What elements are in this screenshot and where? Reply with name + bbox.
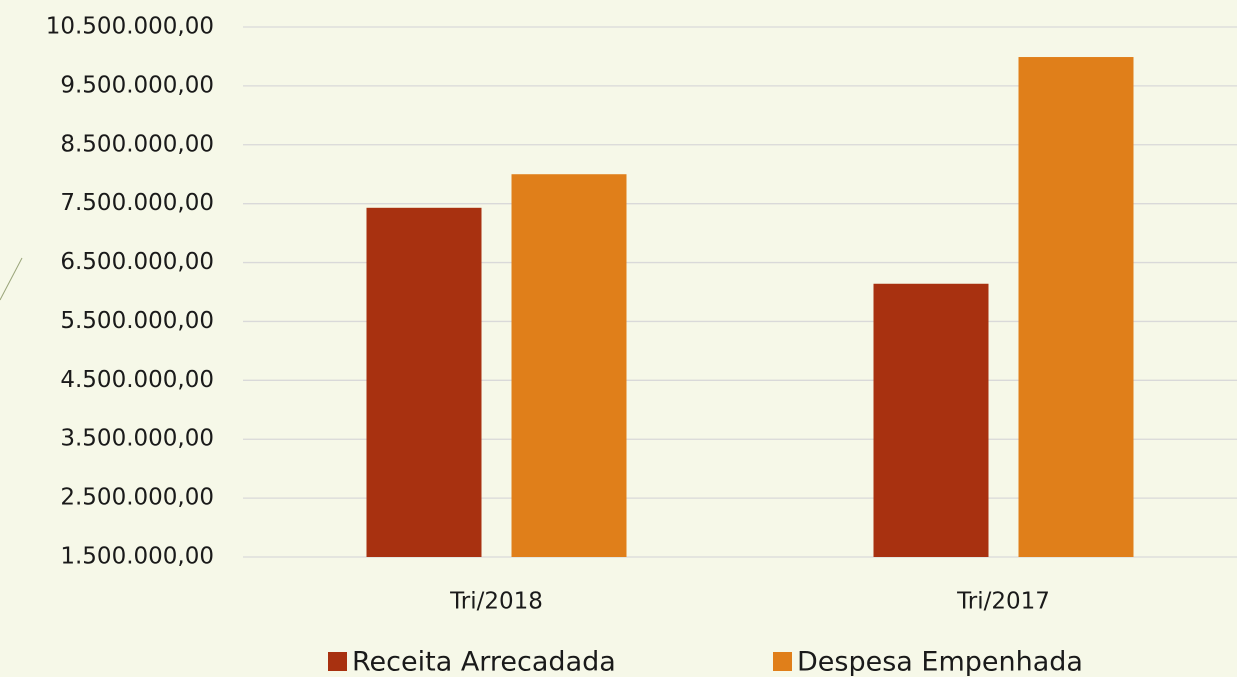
y-tick-label: 2.500.000,00	[60, 485, 214, 511]
legend-label: Despesa Empenhada	[797, 647, 1083, 677]
y-tick-label: 4.500.000,00	[60, 367, 214, 393]
y-tick-label: 3.500.000,00	[60, 426, 214, 452]
bar	[511, 174, 627, 557]
bar	[366, 207, 482, 558]
legend-swatch	[773, 652, 792, 671]
y-tick-label: 1.500.000,00	[60, 544, 214, 570]
x-tick-label: Tri/2017	[956, 589, 1050, 615]
y-tick-label: 6.500.000,00	[60, 249, 214, 275]
y-tick-label: 5.500.000,00	[60, 308, 214, 334]
y-tick-label: 8.500.000,00	[60, 131, 214, 157]
legend-label: Receita Arrecadada	[352, 647, 616, 677]
y-tick-label: 7.500.000,00	[60, 190, 214, 216]
x-tick-label: Tri/2018	[449, 589, 543, 615]
bar	[873, 283, 989, 557]
bar	[1018, 57, 1134, 558]
legend-swatch	[328, 652, 347, 671]
decoration-line	[0, 257, 23, 301]
y-tick-label: 9.500.000,00	[60, 72, 214, 98]
y-tick-label: 10.500.000,00	[46, 14, 214, 40]
